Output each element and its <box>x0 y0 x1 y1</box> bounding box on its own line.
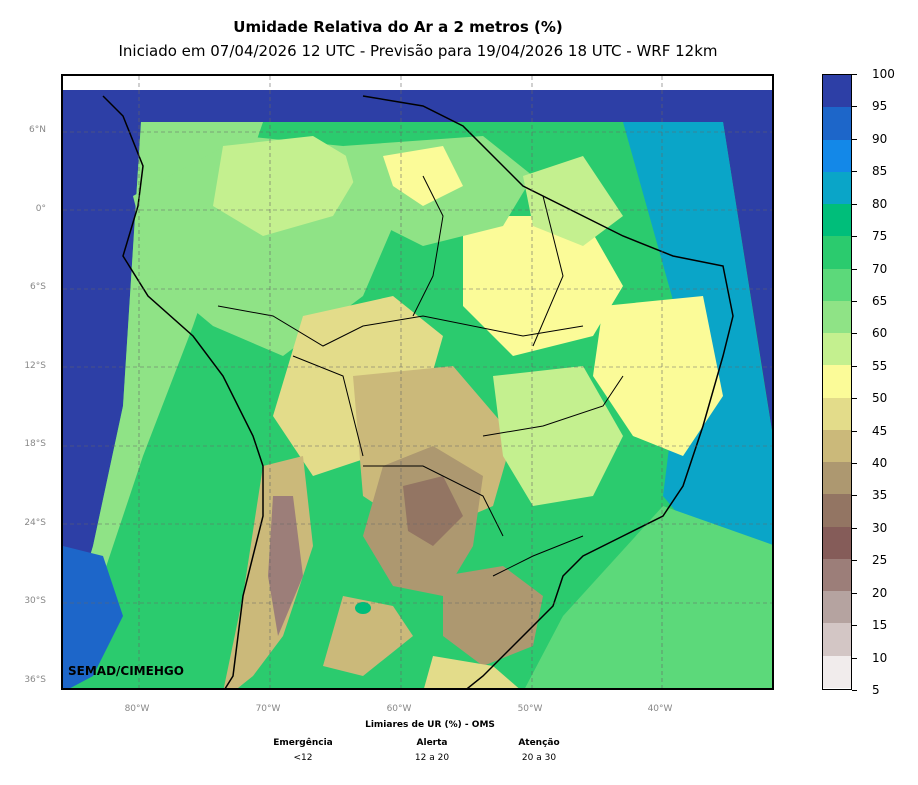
colorbar-swatch <box>823 591 851 624</box>
colorbar-tick <box>852 171 857 173</box>
colorbar-tick <box>852 138 857 140</box>
threshold-range: 12 a 20 <box>414 753 450 763</box>
colorbar-tick <box>852 203 857 205</box>
colorbar-swatch <box>823 75 851 108</box>
colorbar-tick <box>852 625 857 627</box>
lon-label: 60°W <box>386 704 412 714</box>
threshold-emergency: Emergência <12 <box>258 738 348 763</box>
colorbar-tick <box>852 74 857 75</box>
lon-label: 50°W <box>517 704 543 714</box>
colorbar-label: 65 <box>872 293 888 308</box>
colorbar-tick <box>852 527 857 529</box>
colorbar-label: 45 <box>872 423 888 438</box>
lat-label: 24°S <box>24 518 46 528</box>
colorbar-tick <box>852 560 857 562</box>
lon-label: 80°W <box>124 704 150 714</box>
colorbar <box>822 74 852 690</box>
threshold-title: Limiares de UR (%) - OMS <box>365 720 495 730</box>
colorbar-tick <box>852 592 857 594</box>
colorbar-label: 50 <box>872 391 888 406</box>
humidity-map <box>61 74 774 690</box>
colorbar-swatch <box>823 558 851 591</box>
colorbar-swatch <box>823 365 851 398</box>
colorbar-tick <box>852 657 857 659</box>
colorbar-label: 40 <box>872 456 888 471</box>
lat-label: 18°S <box>24 439 46 449</box>
colorbar-swatch <box>823 526 851 559</box>
threshold-name: Alerta <box>416 738 448 748</box>
colorbar-swatch <box>823 268 851 301</box>
colorbar-label: 15 <box>872 618 888 633</box>
colorbar-swatch <box>823 171 851 204</box>
colorbar-tick <box>852 365 857 367</box>
threshold-alert: Alerta 12 a 20 <box>387 738 477 763</box>
colorbar-label: 35 <box>872 488 888 503</box>
threshold-attention: Atenção 20 a 30 <box>494 738 584 763</box>
colorbar-tick <box>852 106 857 108</box>
colorbar-label: 20 <box>872 585 888 600</box>
colorbar-tick <box>852 236 857 238</box>
colorbar-swatch <box>823 494 851 527</box>
colorbar-tick <box>852 333 857 335</box>
colorbar-swatch <box>823 333 851 366</box>
colorbar-swatch <box>823 462 851 495</box>
colorbar-label: 100 <box>872 67 895 81</box>
lat-label: 6°N <box>29 125 46 135</box>
colorbar-swatch <box>823 429 851 462</box>
colorbar-label: 30 <box>872 520 888 535</box>
map-subtitle: Iniciado em 07/04/2026 12 UTC - Previsão… <box>118 42 718 60</box>
colorbar-label: 25 <box>872 553 888 568</box>
lat-label: 36°S <box>24 675 46 685</box>
lat-label: 12°S <box>24 361 46 371</box>
colorbar-swatch <box>823 623 851 656</box>
humidity-map-graphic <box>63 76 772 688</box>
colorbar-label: 95 <box>872 99 888 114</box>
map-title: Umidade Relativa do Ar a 2 metros (%) <box>233 18 563 36</box>
colorbar-swatch <box>823 204 851 237</box>
threshold-name: Emergência <box>273 738 333 748</box>
colorbar-tick <box>852 268 857 270</box>
colorbar-label: 70 <box>872 261 888 276</box>
lat-label: 0° <box>35 204 46 214</box>
colorbar-swatch <box>823 397 851 430</box>
colorbar-swatch <box>823 300 851 333</box>
colorbar-swatch <box>823 236 851 269</box>
credit-label: SEMAD/CIMEHGO <box>68 664 184 678</box>
lon-label: 70°W <box>255 704 281 714</box>
colorbar-swatch <box>823 107 851 140</box>
colorbar-label: 90 <box>872 131 888 146</box>
colorbar-label: 5 <box>872 683 880 697</box>
threshold-range: 20 a 30 <box>521 753 557 763</box>
colorbar-label: 85 <box>872 164 888 179</box>
colorbar-tick <box>852 398 857 400</box>
lat-label: 30°S <box>24 596 46 606</box>
colorbar-label: 80 <box>872 196 888 211</box>
colorbar-label: 75 <box>872 229 888 244</box>
colorbar-label: 60 <box>872 326 888 341</box>
colorbar-tick <box>852 463 857 465</box>
colorbar-swatch <box>823 139 851 172</box>
colorbar-swatch <box>823 655 851 688</box>
colorbar-label: 10 <box>872 650 888 665</box>
lon-label: 40°W <box>647 704 673 714</box>
colorbar-tick <box>852 690 857 691</box>
colorbar-tick <box>852 495 857 497</box>
colorbar-tick <box>852 300 857 302</box>
colorbar-tick <box>852 430 857 432</box>
lat-label: 6°S <box>30 282 46 292</box>
threshold-name: Atenção <box>518 738 560 748</box>
colorbar-label: 55 <box>872 358 888 373</box>
threshold-range: <12 <box>293 753 313 763</box>
